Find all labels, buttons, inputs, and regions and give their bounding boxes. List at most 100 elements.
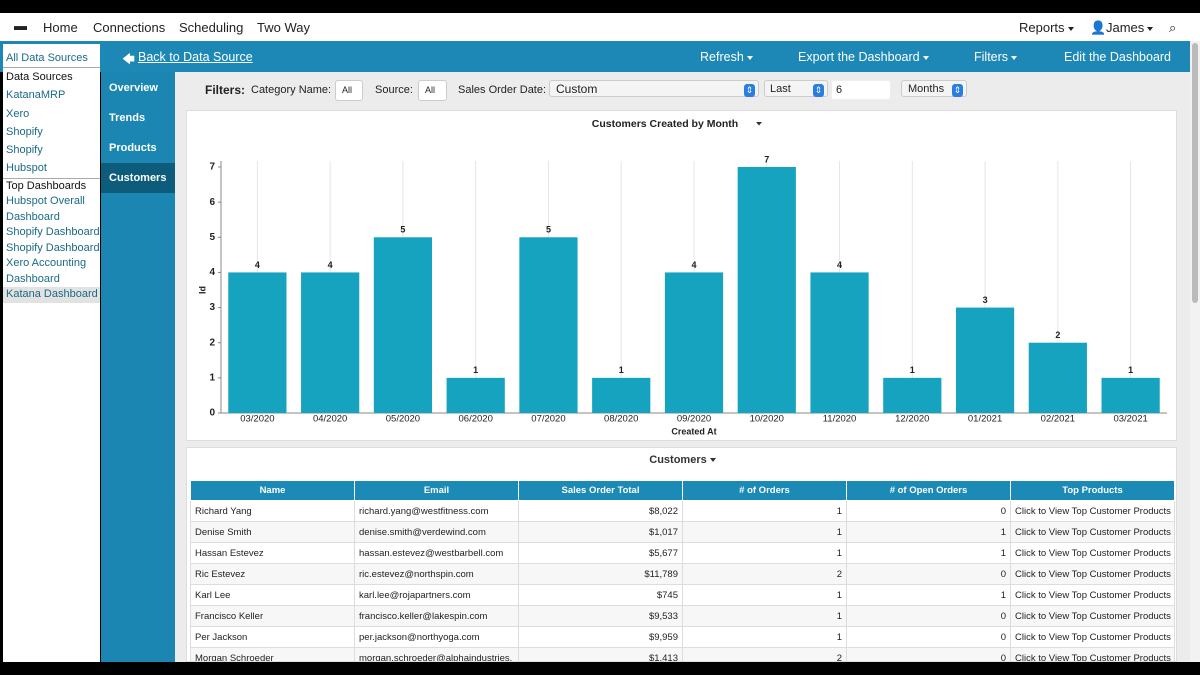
y-tick-label: 3	[209, 302, 215, 313]
table-cell: 1	[683, 543, 847, 564]
table-cell: 1	[847, 543, 1011, 564]
column-header[interactable]: Name	[191, 481, 355, 501]
table-cell: Hassan Estevez	[191, 543, 355, 564]
date-select[interactable]: Custom	[549, 80, 759, 97]
export-menu[interactable]: Export the Dashboard	[798, 50, 929, 64]
sub-nav-link[interactable]: Products	[101, 133, 175, 163]
table-cell: $9,533	[519, 606, 683, 627]
search-icon[interactable]: ⌕	[1169, 20, 1176, 36]
sidebar-link[interactable]: Shopify	[3, 141, 100, 159]
sidebar: All Data SourcesData SourcesKatanaMRPXer…	[3, 44, 100, 662]
x-tick-label: 05/2020	[386, 414, 420, 425]
bar	[956, 308, 1014, 413]
x-tick-label: 12/2020	[895, 414, 929, 425]
sidebar-link[interactable]: Xero	[3, 105, 100, 123]
table-cell[interactable]: Click to View Top Customer Products	[1011, 648, 1175, 663]
table-cell: hassan.estevez@westbarbell.com	[355, 543, 519, 564]
table-cell[interactable]: Click to View Top Customer Products	[1011, 606, 1175, 627]
table-cell[interactable]: Click to View Top Customer Products	[1011, 627, 1175, 648]
table-cell: 1	[847, 585, 1011, 606]
table-cell: 1	[683, 501, 847, 522]
table-panel: Customers NameEmailSales Order Total# of…	[186, 447, 1177, 662]
table-cell[interactable]: Click to View Top Customer Products	[1011, 585, 1175, 606]
table-cell: $5,677	[519, 543, 683, 564]
user-menu[interactable]: James	[1106, 20, 1153, 35]
x-tick-label: 02/2021	[1041, 414, 1075, 425]
bar	[738, 167, 796, 413]
nav-link[interactable]: Home	[43, 20, 78, 35]
table-cell: denise.smith@verdewind.com	[355, 522, 519, 543]
column-header[interactable]: # of Open Orders	[847, 481, 1011, 501]
data-label: 5	[546, 225, 551, 235]
sidebar-link[interactable]: Hubspot Overall Dashboard	[3, 194, 100, 225]
sidebar-link[interactable]: Shopify Dashboard	[3, 225, 100, 241]
chart-panel: Customers Created by Month01234567IdCrea…	[186, 110, 1177, 441]
count-input[interactable]: 6	[831, 80, 891, 100]
table-cell: Francisco Keller	[191, 606, 355, 627]
table-cell[interactable]: Click to View Top Customer Products	[1011, 501, 1175, 522]
y-tick-label: 2	[209, 337, 215, 348]
back-link[interactable]: Back to Data Source	[138, 50, 253, 64]
table-row: Morgan Schroedermorgan.schroeder@alphain…	[191, 648, 1175, 663]
table-cell: $8,022	[519, 501, 683, 522]
table-cell: 2	[683, 648, 847, 663]
source-button[interactable]: All	[418, 80, 447, 101]
x-tick-label: 07/2020	[531, 414, 565, 425]
table-cell[interactable]: Click to View Top Customer Products	[1011, 543, 1175, 564]
table-cell[interactable]: Click to View Top Customer Products	[1011, 522, 1175, 543]
table-cell: $745	[519, 585, 683, 606]
sidebar-link[interactable]: Hubspot	[3, 159, 100, 177]
nav-link[interactable]: Scheduling	[179, 20, 243, 35]
data-label: 5	[400, 225, 405, 235]
data-label: 4	[255, 260, 260, 270]
edit-link[interactable]: Edit the Dashboard	[1064, 50, 1171, 64]
table-cell: 1	[683, 606, 847, 627]
refresh-menu[interactable]: Refresh	[700, 50, 753, 64]
table-cell: 1	[683, 627, 847, 648]
sub-nav-link[interactable]: Overview	[101, 73, 175, 103]
table-cell: 1	[683, 585, 847, 606]
menu-icon[interactable]: ▬	[14, 18, 27, 33]
sidebar-heading: Top Dashboards	[3, 178, 100, 195]
table-cell[interactable]: Click to View Top Customer Products	[1011, 564, 1175, 585]
sidebar-link[interactable]: All Data Sources	[3, 51, 100, 68]
sidebar-link[interactable]: KatanaMRP	[3, 86, 100, 104]
sidebar-link[interactable]: Xero Accounting Dashboard	[3, 256, 100, 287]
column-header[interactable]: Email	[355, 481, 519, 501]
y-tick-label: 5	[209, 232, 215, 243]
table-cell: $11,789	[519, 564, 683, 585]
x-tick-label: 06/2020	[459, 414, 493, 425]
column-header[interactable]: # of Orders	[683, 481, 847, 501]
data-label: 4	[837, 260, 842, 270]
data-label: 1	[1128, 365, 1133, 375]
nav-link[interactable]: Two Way	[257, 20, 310, 35]
table-cell: Denise Smith	[191, 522, 355, 543]
category-button[interactable]: All	[335, 80, 363, 101]
period-select[interactable]: Last	[764, 80, 828, 97]
reports-menu[interactable]: Reports	[1019, 20, 1074, 35]
table-cell: $1,017	[519, 522, 683, 543]
y-axis-label: Id	[197, 286, 207, 294]
chart-title[interactable]: Customers Created by Month	[592, 118, 738, 130]
nav-link[interactable]: Connections	[93, 20, 165, 35]
column-header[interactable]: Sales Order Total	[519, 481, 683, 501]
table-row: Richard Yangrichard.yang@westfitness.com…	[191, 501, 1175, 522]
data-label: 1	[619, 365, 624, 375]
letterbox	[0, 0, 1200, 13]
sub-nav-link[interactable]: Customers	[101, 163, 175, 193]
sidebar-link[interactable]: Katana Dashboard	[3, 287, 100, 303]
column-header[interactable]: Top Products	[1011, 481, 1175, 501]
table-title[interactable]: Customers	[187, 454, 1177, 466]
filters-label: Filters:	[205, 83, 245, 97]
toolbar: 🡄 Back to Data Source Refresh Export the…	[0, 41, 1190, 72]
customers-table: NameEmailSales Order Total# of Orders# o…	[190, 480, 1175, 662]
sub-nav-link[interactable]: Trends	[101, 103, 175, 133]
sidebar-link[interactable]: Shopify Dashboard	[3, 241, 100, 257]
unit-select[interactable]: Months	[901, 80, 967, 97]
data-label: 7	[764, 154, 769, 164]
table-cell: Richard Yang	[191, 501, 355, 522]
bar	[301, 272, 359, 413]
filters-menu[interactable]: Filters	[974, 50, 1017, 64]
sidebar-link[interactable]: Shopify	[3, 123, 100, 141]
